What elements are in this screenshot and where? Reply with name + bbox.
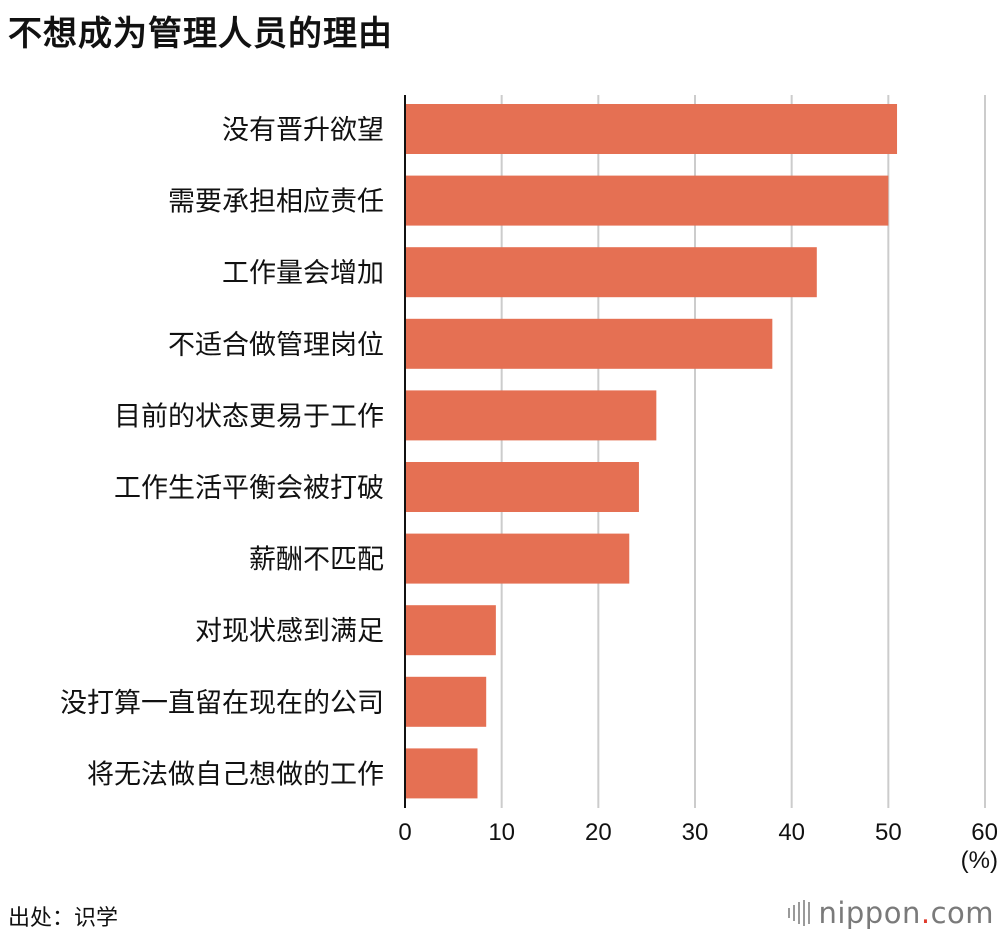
category-label: 没有晋升欲望 — [222, 115, 384, 146]
source-note: 出处：识学 — [8, 906, 119, 931]
category-labels: 没有晋升欲望需要承担相应责任工作量会增加不适合做管理岗位目前的状态更易于工作工作… — [60, 115, 384, 790]
category-label: 没打算一直留在现在的公司 — [60, 688, 384, 719]
bar — [406, 748, 478, 799]
bar — [406, 175, 889, 226]
logo-bars-icon — [788, 900, 811, 926]
x-tick-label: 40 — [778, 819, 805, 846]
x-tick-label: 50 — [875, 819, 902, 846]
logo-domain: com — [930, 896, 994, 930]
chart-title: 不想成为管理人员的理由 — [8, 14, 393, 54]
category-label: 不适合做管理岗位 — [168, 330, 384, 361]
bar — [406, 390, 657, 441]
bar — [406, 104, 898, 154]
logo-name: nippon — [818, 896, 921, 930]
bars — [406, 104, 898, 799]
x-tick-label: 30 — [682, 819, 709, 846]
bar — [406, 247, 817, 298]
nippon-logo: nippon.com — [788, 896, 994, 930]
bar — [406, 676, 487, 727]
bar — [406, 605, 496, 656]
bar — [406, 462, 639, 512]
logo-dot: . — [920, 896, 931, 930]
logo-text: nippon.com — [818, 896, 994, 930]
category-label: 需要承担相应责任 — [168, 187, 384, 218]
category-label: 工作量会增加 — [222, 258, 384, 289]
category-label: 薪酬不匹配 — [249, 545, 384, 576]
category-label: 对现状感到满足 — [195, 616, 384, 647]
bar — [406, 318, 773, 369]
x-tick-label: 0 — [398, 819, 411, 846]
x-axis-unit: (%) — [961, 847, 998, 874]
x-tick-label: 10 — [488, 819, 515, 846]
category-label: 将无法做自己想做的工作 — [87, 759, 384, 790]
category-label: 工作生活平衡会被打破 — [114, 473, 384, 504]
category-label: 目前的状态更易于工作 — [114, 401, 384, 432]
bar — [406, 533, 630, 584]
x-tick-labels: 0 10 20 30 40 50 60 — [398, 819, 998, 846]
x-tick-label: 20 — [585, 819, 612, 846]
x-tick-label: 60 — [971, 819, 998, 846]
